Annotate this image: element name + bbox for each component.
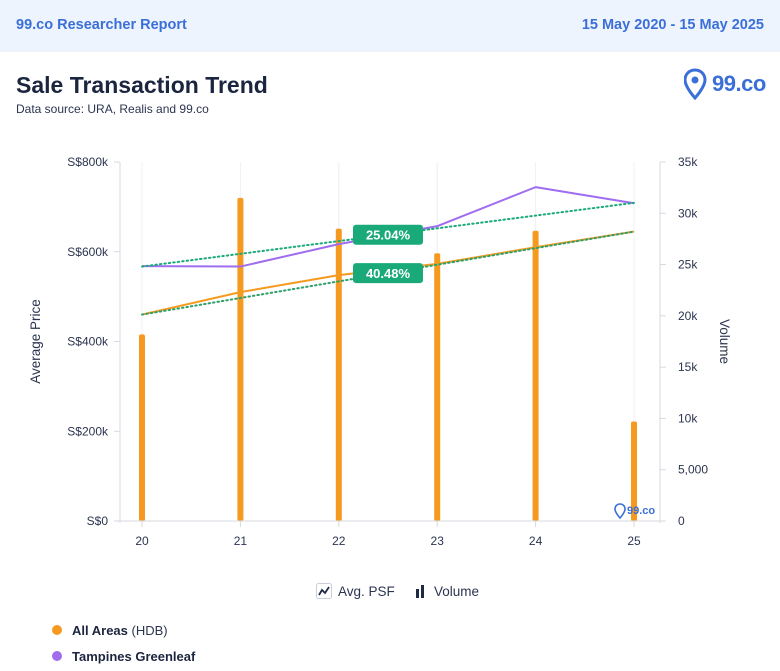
- volume-bar: [434, 253, 441, 521]
- y2-axis-title: Volume: [717, 319, 732, 364]
- trend-badge-label: 25.04%: [366, 228, 411, 243]
- bar-chart-icon: [416, 585, 424, 598]
- watermark-pin-icon: [614, 503, 626, 520]
- legend-toggle-volume-label: Volume: [434, 583, 480, 599]
- all-areas-name: All Areas: [72, 622, 128, 638]
- y-tick-label: S$400k: [67, 335, 109, 349]
- y-tick-label: S$0: [87, 514, 109, 528]
- volume-bar: [237, 197, 244, 521]
- tampines-greenleaf-color-dot: [52, 651, 62, 661]
- legend-toggle-volume[interactable]: Volume: [412, 580, 479, 602]
- all-areas-color-dot: [52, 625, 62, 635]
- report-date-range: 15 May 2020 - 15 May 2025: [581, 17, 764, 33]
- legend-toggle-avg-psf-label: Avg. PSF: [338, 583, 395, 599]
- line-chart-icon: [316, 583, 332, 599]
- y2-tick-label: 20k: [678, 309, 698, 323]
- data-source: Data source: URA, Realis and 99.co: [16, 102, 209, 116]
- y-axis-title: Average Price: [28, 299, 43, 384]
- x-tick-label: 22: [332, 534, 346, 548]
- y2-tick-label: 30k: [678, 206, 698, 220]
- sale-transaction-chart: S$0 S$200k S$400k S$600k S$800k 0 5,000 10k 15k 2…: [28, 155, 732, 548]
- series-legend-all-areas[interactable]: All Areas (HDB): [52, 620, 168, 640]
- y2-tick-label: 0: [678, 514, 685, 528]
- y2-tick-label: 15k: [678, 360, 698, 374]
- y2-tick-label: 10k: [678, 411, 698, 425]
- report-header: 99.co Researcher Report 15 May 2020 - 15…: [0, 0, 780, 52]
- volume-bar: [139, 334, 145, 521]
- volume-bar: [631, 421, 637, 521]
- y-tick-label: S$600k: [67, 245, 109, 259]
- chart-title: Sale Transaction Trend: [16, 72, 268, 98]
- report-name: 99.co Researcher Report: [16, 17, 187, 33]
- all-areas-note: (HDB): [131, 622, 168, 638]
- x-tick-label: 24: [529, 534, 543, 548]
- trend-badge-label: 40.48%: [366, 266, 411, 281]
- volume-bar: [532, 230, 539, 522]
- watermark-text: 99.co: [627, 505, 655, 517]
- y2-tick-label: 5,000: [678, 463, 708, 477]
- legend-toggle-avg-psf[interactable]: Avg. PSF: [316, 580, 395, 602]
- brand-logo-text: 99.co: [712, 71, 766, 96]
- y-tick-label: S$200k: [67, 424, 109, 438]
- y2-tick-label: 35k: [678, 155, 698, 169]
- x-tick-label: 23: [431, 534, 445, 548]
- series-legend-tampines-greenleaf[interactable]: Tampines Greenleaf: [52, 646, 195, 666]
- volume-bar: [335, 228, 342, 521]
- trend-badge: [353, 263, 423, 284]
- y2-tick-label: 25k: [678, 258, 698, 272]
- x-tick-label: 21: [234, 534, 248, 548]
- x-tick-label: 20: [135, 534, 149, 548]
- tampines-greenleaf-name: Tampines Greenleaf: [72, 648, 196, 664]
- y-tick-label: S$800k: [67, 155, 109, 169]
- brand-logo-icon: [684, 68, 707, 100]
- x-tick-label: 25: [627, 534, 641, 548]
- trend-badge: [353, 224, 423, 245]
